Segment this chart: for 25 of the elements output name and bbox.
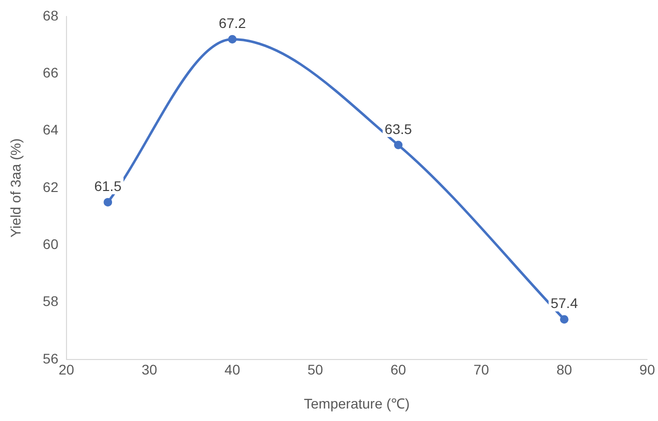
y-tick-label: 68 bbox=[42, 7, 59, 24]
data-label: 57.4 bbox=[550, 295, 578, 312]
y-tick-label: 66 bbox=[42, 64, 59, 80]
point bbox=[560, 315, 568, 324]
y-axis-title: Yield of 3aa (%) bbox=[7, 138, 24, 238]
point bbox=[104, 198, 112, 206]
x-tick-label: 60 bbox=[390, 362, 406, 378]
point bbox=[394, 140, 403, 150]
y-tick-label: 60 bbox=[42, 236, 59, 252]
x-tick-label: 50 bbox=[308, 362, 324, 378]
x-tick-label: 90 bbox=[639, 362, 656, 378]
point bbox=[228, 35, 237, 44]
y-tick-label: 56 bbox=[42, 350, 59, 366]
x-tick-label: 20 bbox=[58, 362, 74, 378]
data-label: 63.5 bbox=[384, 120, 412, 137]
x-tick-label: 80 bbox=[556, 362, 572, 378]
y-tick-label: 62 bbox=[42, 178, 59, 195]
y-tick-label: 64 bbox=[42, 122, 59, 138]
y-tick-label: 58 bbox=[42, 293, 59, 310]
x-tick-label: 70 bbox=[473, 362, 490, 378]
data-label: 61.5 bbox=[94, 178, 122, 194]
data-label: 67.2 bbox=[218, 15, 246, 32]
x-tick-label: 40 bbox=[224, 362, 240, 378]
x-axis-title: Temperature (℃) bbox=[304, 395, 410, 412]
x-tick-label: 30 bbox=[142, 362, 158, 378]
